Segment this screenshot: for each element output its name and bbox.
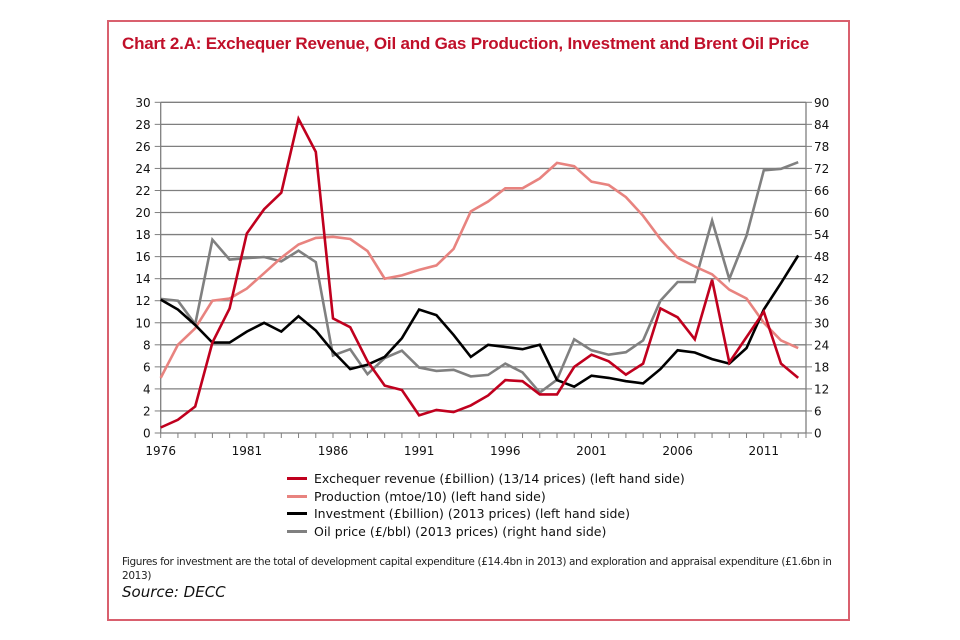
series-line-oil-price — [160, 160, 799, 395]
series-line-production — [159, 161, 799, 379]
y-left-tick-label: 2 — [143, 404, 151, 418]
footnote: Figures for investment are the total of … — [122, 556, 832, 582]
legend-label-oil-price: Oil price (£/bbl) (2013 prices) (right h… — [314, 523, 607, 539]
y-right-tick-label: 78 — [814, 140, 829, 154]
legend-label-production: Production (mtoe/10) (left hand side) — [314, 488, 546, 504]
y-left-tick-label: 20 — [135, 206, 150, 220]
y-right-tick-label: 84 — [814, 118, 829, 132]
y-right-tick-label: 48 — [814, 250, 829, 264]
y-left-tick-label: 10 — [135, 316, 150, 330]
y-right-tick-label: 54 — [814, 228, 829, 242]
y-right-tick-label: 66 — [814, 184, 829, 198]
x-tick-label: 1991 — [404, 444, 435, 458]
y-left-tick-label: 26 — [135, 140, 150, 154]
legend-item-revenue: Exchequer revenue (£billion) (13/14 pric… — [287, 470, 685, 488]
legend-swatch-investment — [287, 512, 307, 516]
y-right-tick-label: 6 — [814, 404, 822, 418]
x-tick-label: 1976 — [145, 444, 176, 458]
legend-swatch-revenue — [287, 477, 307, 481]
legend-label-investment: Investment (£billion) (2013 prices) (lef… — [314, 506, 630, 521]
y-right-tick-label: 72 — [814, 162, 829, 176]
y-left-tick-label: 18 — [135, 228, 150, 242]
y-left-tick-label: 8 — [143, 338, 151, 352]
y-left-tick-label: 22 — [135, 184, 150, 198]
x-tick-label: 2001 — [576, 444, 607, 458]
y-right-tick-label: 0 — [814, 427, 822, 441]
y-left-tick-label: 28 — [135, 118, 150, 132]
y-left-tick-label: 12 — [135, 294, 150, 308]
series-lines — [159, 115, 800, 429]
x-tick-label: 2011 — [748, 444, 779, 458]
legend-label-revenue: Exchequer revenue (£billion) (13/14 pric… — [314, 471, 685, 486]
y-left-tick-label: 14 — [135, 272, 150, 286]
y-left-tick-label: 6 — [143, 360, 151, 374]
y-right-tick-label: 30 — [814, 316, 829, 330]
y-right-tick-label: 18 — [814, 360, 829, 374]
y-right-tick-label: 36 — [814, 294, 829, 308]
legend-item-investment: Investment (£billion) (2013 prices) (lef… — [287, 505, 685, 523]
y-left-tick-label: 30 — [135, 96, 150, 110]
x-tick-label: 2006 — [662, 444, 693, 458]
x-tick-label: 1996 — [490, 444, 521, 458]
source-note: Source: DECC — [122, 583, 226, 601]
y-right-tick-label: 12 — [814, 382, 829, 396]
chart-title: Chart 2.A: Exchequer Revenue, Oil and Ga… — [122, 34, 809, 53]
axes — [154, 101, 812, 438]
x-tick-label: 1986 — [318, 444, 349, 458]
legend-item-production: Production (mtoe/10) (left hand side) — [287, 488, 685, 506]
series-line-exchequer-revenue — [160, 115, 800, 429]
series-line-investment — [160, 254, 800, 389]
y-left-tick-label: 4 — [143, 382, 151, 396]
y-left-tick-label: 16 — [135, 250, 150, 264]
y-right-tick-label: 60 — [814, 206, 829, 220]
y-left-tick-label: 24 — [135, 162, 150, 176]
legend-swatch-oil-price — [287, 529, 307, 533]
legend-item-oil-price: Oil price (£/bbl) (2013 prices) (right h… — [287, 523, 685, 541]
legend: Exchequer revenue (£billion) (13/14 pric… — [287, 470, 685, 540]
y-right-tick-label: 90 — [814, 96, 829, 110]
y-left-tick-label: 0 — [143, 427, 151, 441]
y-right-tick-label: 24 — [814, 338, 829, 352]
gridlines — [160, 101, 806, 412]
y-right-tick-label: 42 — [814, 272, 829, 286]
chart-frame — [107, 20, 850, 621]
x-tick-label: 1981 — [232, 444, 263, 458]
legend-swatch-production — [287, 494, 307, 498]
